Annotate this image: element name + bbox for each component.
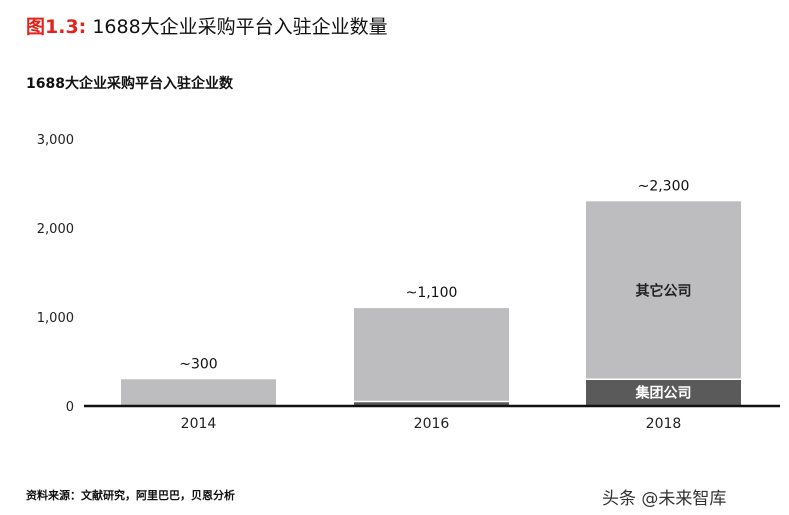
- bars: [121, 201, 741, 406]
- x-tick-label: 2018: [646, 416, 682, 432]
- figure-number: 图1.3:: [26, 16, 87, 38]
- y-tick-label: 1,000: [37, 311, 74, 326]
- watermark: 头条 @未来智库: [602, 489, 727, 509]
- y-tick-label: 2,000: [37, 222, 74, 237]
- figure-title-text: 1688大企业采购平台入驻企业数量: [92, 16, 388, 38]
- x-tick-label: 2014: [181, 416, 217, 432]
- chart-title: 1688大企业采购平台入驻企业数: [26, 76, 233, 92]
- bar-2014-other: [121, 379, 276, 406]
- bar-2018-other: [586, 201, 741, 380]
- total-label: ~1,100: [406, 285, 458, 301]
- x-axis-ticks: 2014 2016 2018: [181, 416, 682, 432]
- total-label: ~300: [179, 356, 217, 372]
- y-tick-label: 3,000: [37, 133, 74, 148]
- x-tick-label: 2016: [414, 416, 450, 432]
- bar-2016-group: [354, 401, 509, 406]
- bar-chart: 0 1,000 2,000 3,000 2014 2016 2018 ~300 ~1,100…: [37, 133, 780, 432]
- bar-2016-other: [354, 308, 509, 402]
- total-label: ~2,300: [638, 178, 690, 194]
- figure-title: 图1.3: 1688大企业采购平台入驻企业数量: [26, 12, 388, 39]
- segment-label-group: 集团公司: [635, 385, 692, 402]
- source-note: 资料来源：文献研究，阿里巴巴，贝恩分析: [26, 489, 235, 502]
- segment-label-other: 其它公司: [636, 282, 692, 299]
- total-labels: ~300 ~1,100 ~2,300: [179, 178, 689, 372]
- y-tick-label: 0: [66, 400, 74, 415]
- y-axis-ticks: 0 1,000 2,000 3,000: [37, 133, 74, 415]
- bar-2018-group: [586, 379, 741, 406]
